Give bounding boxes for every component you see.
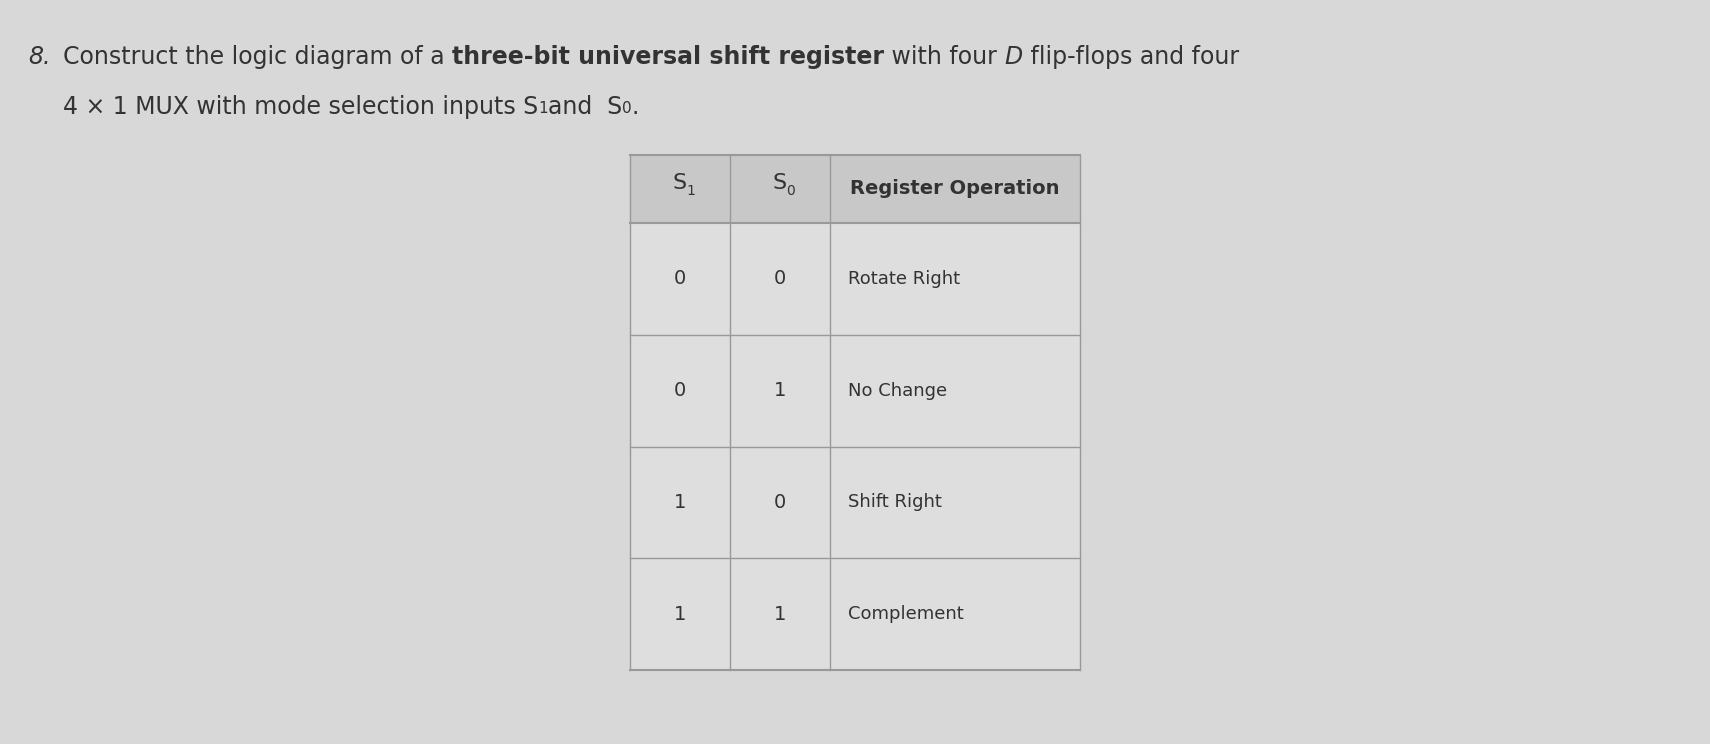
Text: flip-flops and four: flip-flops and four [1023, 45, 1238, 69]
Text: and  S: and S [547, 95, 622, 119]
Text: with four: with four [884, 45, 1004, 69]
Text: 1: 1 [539, 101, 547, 116]
Text: 1: 1 [686, 184, 694, 198]
Text: S: S [773, 173, 787, 193]
Text: 1: 1 [775, 605, 787, 623]
Text: 4 × 1 MUX with mode selection inputs S: 4 × 1 MUX with mode selection inputs S [63, 95, 539, 119]
Text: .: . [631, 95, 640, 119]
Bar [629, 155, 1081, 670]
Text: 1: 1 [775, 381, 787, 400]
Text: D: D [1004, 45, 1023, 69]
Text: Complement: Complement [848, 605, 964, 623]
Text: Register Operation: Register Operation [850, 179, 1060, 199]
Text: three-bit universal shift register: three-bit universal shift register [451, 45, 884, 69]
Text: 0: 0 [775, 269, 787, 289]
Text: 0: 0 [622, 101, 631, 116]
Text: 8.: 8. [27, 45, 51, 69]
Text: 1: 1 [674, 493, 686, 512]
Text: No Change: No Change [848, 382, 947, 400]
Text: Rotate Right: Rotate Right [848, 270, 959, 288]
Text: 0: 0 [787, 184, 795, 198]
Text: Construct the logic diagram of a: Construct the logic diagram of a [63, 45, 451, 69]
Text: 1: 1 [674, 605, 686, 623]
Text: S: S [674, 173, 687, 193]
Text: 0: 0 [674, 269, 686, 289]
Text: 0: 0 [775, 493, 787, 512]
Text: 0: 0 [674, 381, 686, 400]
Text: Shift Right: Shift Right [848, 493, 942, 511]
Bar [629, 155, 1081, 223]
